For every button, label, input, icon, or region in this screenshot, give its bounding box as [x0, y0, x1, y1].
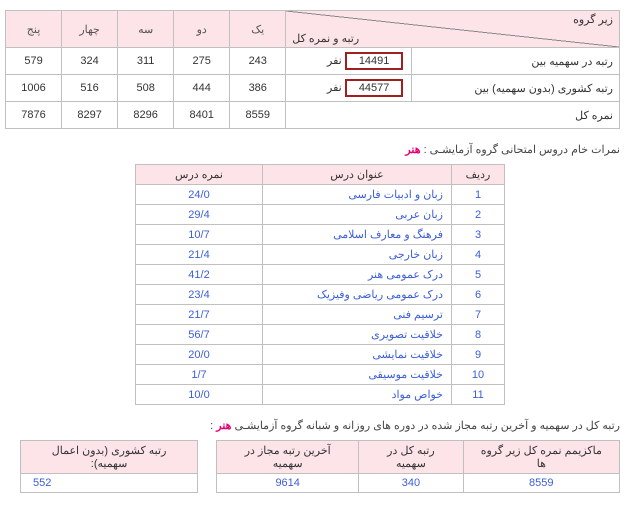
idx-cell: 9 — [452, 345, 505, 365]
rank-cell: 444 — [174, 75, 230, 102]
idx-cell: 11 — [452, 385, 505, 405]
scores-table: ردیف عنوان درس نمره درس 1زبان و ادبیات ف… — [135, 164, 505, 405]
subject-cell: درک عمومی ریاضی وفیزیک — [263, 285, 452, 305]
score-cell: 56/7 — [136, 325, 263, 345]
subgroup-label: زیر گروه — [573, 13, 613, 26]
subject-cell: زبان عربی — [263, 205, 452, 225]
rank-cell: 275 — [174, 48, 230, 75]
v-quota-rank: 340 — [359, 474, 463, 493]
score-cell: 1/7 — [136, 365, 263, 385]
col-score: نمره درس — [136, 165, 263, 185]
subject-cell: درک عمومی هنر — [263, 265, 452, 285]
col-4: چهار — [62, 11, 118, 48]
col-2: دو — [174, 11, 230, 48]
score-cell: 24/0 — [136, 185, 263, 205]
unit-label: نفر — [327, 82, 345, 94]
unit-label: نفر — [327, 55, 345, 67]
boxed-value: 44577 — [345, 79, 404, 97]
rank-cell: 8297 — [62, 102, 118, 129]
score-cell: 23/4 — [136, 285, 263, 305]
rank-cell: 8559 — [230, 102, 286, 129]
diag-header: زیر گروه رتبه و نمره کل — [286, 11, 620, 48]
score-cell: 21/7 — [136, 305, 263, 325]
rank-cell: 8401 — [174, 102, 230, 129]
row-label: رتبه در سهمیه بین — [412, 48, 620, 75]
subject-cell: خواص مواد — [263, 385, 452, 405]
subject-cell: زبان و ادبیات فارسی — [263, 185, 452, 205]
row-boxed-cell: 44577 نفر — [286, 75, 412, 102]
rank-score-label: رتبه و نمره کل — [292, 32, 359, 45]
score-cell: 21/4 — [136, 245, 263, 265]
rank-cell: 579 — [6, 48, 62, 75]
score-cell: 29/4 — [136, 205, 263, 225]
score-cell: 10/7 — [136, 225, 263, 245]
idx-cell: 5 — [452, 265, 505, 285]
score-cell: 20/0 — [136, 345, 263, 365]
v-national-rank: 552 — [21, 474, 198, 493]
row-label: نمره کل — [286, 102, 620, 129]
subject-cell: خلاقیت نمایشی — [263, 345, 452, 365]
boxed-value: 14491 — [345, 52, 404, 70]
score-cell: 10/0 — [136, 385, 263, 405]
idx-cell: 1 — [452, 185, 505, 205]
rank-cell: 8296 — [118, 102, 174, 129]
col-3: سه — [118, 11, 174, 48]
allowed-rank-table: ماکزیمم نمره کل زیر گروه ها رتبه کل در س… — [216, 440, 620, 493]
rank-cell: 1006 — [6, 75, 62, 102]
col-idx: ردیف — [452, 165, 505, 185]
idx-cell: 10 — [452, 365, 505, 385]
subject-cell: فرهنگ و معارف اسلامی — [263, 225, 452, 245]
h-max-score: ماکزیمم نمره کل زیر گروه ها — [463, 441, 619, 474]
idx-cell: 8 — [452, 325, 505, 345]
rank-cell: 7876 — [6, 102, 62, 129]
col-5: پنج — [6, 11, 62, 48]
ranking-table: زیر گروه رتبه و نمره کل یک دو سه چهار پن… — [5, 10, 620, 129]
idx-cell: 4 — [452, 245, 505, 265]
v-last-allowed: 9614 — [217, 474, 359, 493]
col-subject: عنوان درس — [263, 165, 452, 185]
subject-cell: ترسیم فنی — [263, 305, 452, 325]
score-cell: 41/2 — [136, 265, 263, 285]
subject-cell: خلاقیت تصویری — [263, 325, 452, 345]
h-last-allowed: آخرین رتبه مجاز در سهمیه — [217, 441, 359, 474]
section-title-ranks: رتبه کل در سهمیه و آخرین رتبه مجاز شده د… — [20, 419, 620, 432]
col-1: یک — [230, 11, 286, 48]
idx-cell: 2 — [452, 205, 505, 225]
idx-cell: 6 — [452, 285, 505, 305]
row-label: رتبه کشوری (بدون سهمیه) بین — [412, 75, 620, 102]
rank-cell: 311 — [118, 48, 174, 75]
h-quota-rank: رتبه کل در سهمیه — [359, 441, 463, 474]
rank-cell: 516 — [62, 75, 118, 102]
rank-cell: 243 — [230, 48, 286, 75]
h-national-rank: رتبه کشوری (بدون اعمال سهمیه): — [21, 441, 198, 474]
rank-cell: 508 — [118, 75, 174, 102]
rank-cell: 386 — [230, 75, 286, 102]
idx-cell: 7 — [452, 305, 505, 325]
subject-cell: خلاقیت موسیقی — [263, 365, 452, 385]
rank-cell: 324 — [62, 48, 118, 75]
national-rank-table: رتبه کشوری (بدون اعمال سهمیه): 552 — [20, 440, 198, 493]
v-max-score: 8559 — [463, 474, 619, 493]
subject-cell: زبان خارجی — [263, 245, 452, 265]
idx-cell: 3 — [452, 225, 505, 245]
row-boxed-cell: 14491 نفر — [286, 48, 412, 75]
section-title-scores: نمرات خام دروس امتحانی گروه آزمایشـی : ه… — [20, 143, 620, 156]
